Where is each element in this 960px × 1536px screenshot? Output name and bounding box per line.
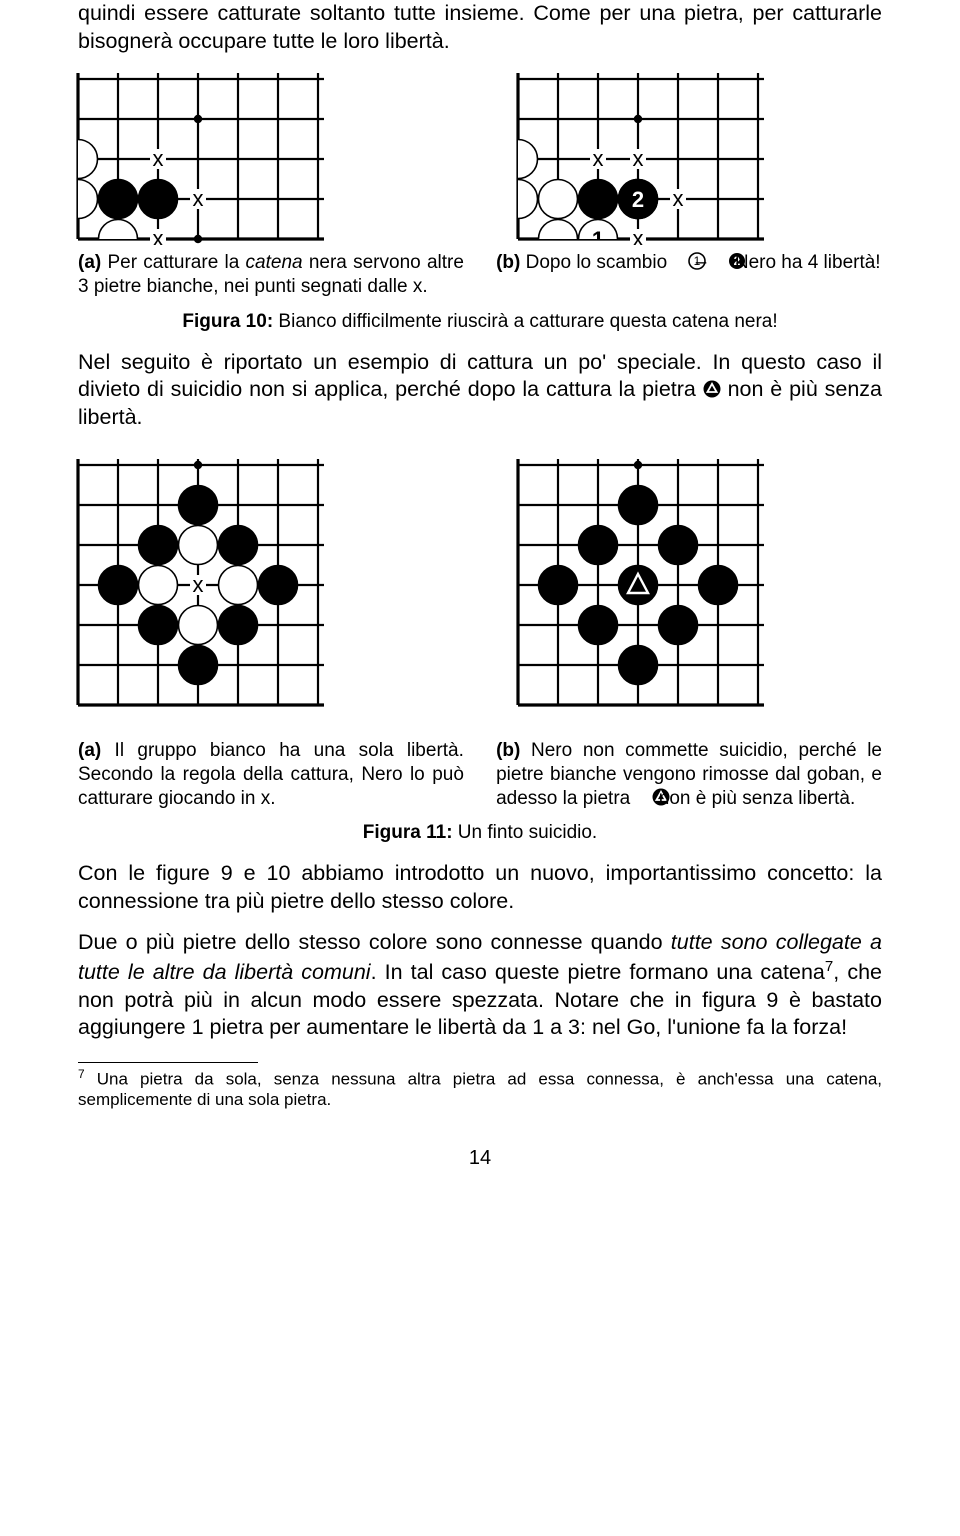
figure-11a-cell: x (a) Il gruppo bianco ha una sola liber…	[78, 459, 464, 810]
caption-italic: catena	[246, 252, 303, 273]
p4-a: Due o più pietre dello stesso colore son…	[78, 930, 671, 954]
caption-text3: Nero ha 4 libertà!	[730, 252, 881, 273]
figure-10b-cell: 1 2 x x x x (b) Dopo lo scambio 1 – 2 Nero ha…	[496, 73, 882, 299]
circled-1-icon: 1	[672, 252, 690, 270]
svg-text:x: x	[633, 226, 644, 245]
svg-text:x: x	[673, 186, 684, 211]
p4-c: . In tal caso queste pietre formano una …	[371, 960, 825, 984]
figure-10: x x x (a) Per catturare la catena nera ser…	[78, 73, 882, 299]
svg-text:x: x	[193, 572, 204, 597]
figure-10b-caption: (b) Dopo lo scambio 1 – 2 Nero ha 4 libe…	[496, 251, 882, 275]
page-number: 14	[78, 1147, 882, 1170]
paragraph-2: Nel seguito è riportato un esempio di ca…	[78, 349, 882, 432]
fig-label-bold: Figura 10:	[182, 311, 273, 332]
figure-10-label: Figura 10: Bianco difficilmente riuscirà…	[78, 311, 882, 333]
figure-10a-cell: x x x (a) Per catturare la catena nera ser…	[78, 73, 464, 299]
fig-label-text: Un finto suicidio.	[453, 822, 598, 843]
caption-label: (a)	[78, 740, 101, 761]
figure-11b-cell: (b) Nero non commette suicidio, perché l…	[496, 459, 882, 810]
figure-11a-caption: (a) Il gruppo bianco ha una sola libertà…	[78, 739, 464, 810]
paragraph-4: Due o più pietre dello stesso colore son…	[78, 929, 882, 1041]
svg-text:x: x	[193, 186, 204, 211]
svg-text:x: x	[153, 226, 164, 245]
svg-text:x: x	[633, 146, 644, 171]
svg-text:1: 1	[592, 227, 604, 245]
go-board-11b	[512, 459, 764, 711]
caption-text2: non è più senza libertà.	[654, 788, 856, 809]
caption-text: Per catturare la	[101, 252, 245, 273]
circled-2-black-icon: 2	[712, 252, 730, 270]
caption-text: Il gruppo bianco ha una sola libertà. Se…	[78, 740, 464, 809]
triangle-black-icon	[636, 788, 654, 806]
caption-label: (b)	[496, 252, 520, 273]
figure-10a-caption: (a) Per catturare la catena nera servono…	[78, 251, 464, 299]
go-board-10b: 1 2 x x x x	[512, 73, 764, 245]
go-board-11a: x	[72, 459, 324, 711]
fig-label-text: Bianco difficilmente riuscirà a catturar…	[273, 311, 777, 332]
footnote-text: Una pietra da sola, senza nessuna altra …	[78, 1069, 882, 1109]
paragraph-3: Con le figure 9 e 10 abbiamo introdotto …	[78, 860, 882, 915]
page: quindi essere catturate soltanto tutte i…	[0, 0, 960, 1536]
svg-text:x: x	[593, 146, 604, 171]
figure-11-label: Figura 11: Un finto suicidio.	[78, 822, 882, 844]
go-board-10a: x x x	[72, 73, 324, 245]
figure-11b-caption: (b) Nero non commette suicidio, perché l…	[496, 739, 882, 810]
figure-11: x (a) Il gruppo bianco ha una sola liber…	[78, 459, 882, 810]
footnote-num: 7	[78, 1067, 85, 1081]
svg-text:2: 2	[632, 187, 644, 212]
triangle-black-icon	[703, 380, 721, 398]
paragraph-1: quindi essere catturate soltanto tutte i…	[78, 0, 882, 55]
caption-label: (b)	[496, 740, 520, 761]
footnote-rule	[78, 1062, 258, 1063]
fig-label-bold: Figura 11:	[363, 822, 453, 843]
svg-text:x: x	[153, 146, 164, 171]
caption-label: (a)	[78, 252, 101, 273]
caption-dash: –	[690, 252, 711, 273]
caption-text: Dopo lo scambio	[520, 252, 672, 273]
footnote-ref: 7	[825, 958, 833, 975]
footnote: 7 Una pietra da sola, senza nessuna altr…	[78, 1067, 882, 1111]
